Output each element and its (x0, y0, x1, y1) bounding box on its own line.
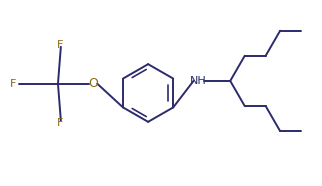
Text: NH: NH (190, 76, 206, 86)
Text: F: F (56, 118, 63, 128)
Text: O: O (89, 77, 98, 90)
Text: F: F (56, 40, 63, 50)
Text: F: F (10, 79, 16, 89)
